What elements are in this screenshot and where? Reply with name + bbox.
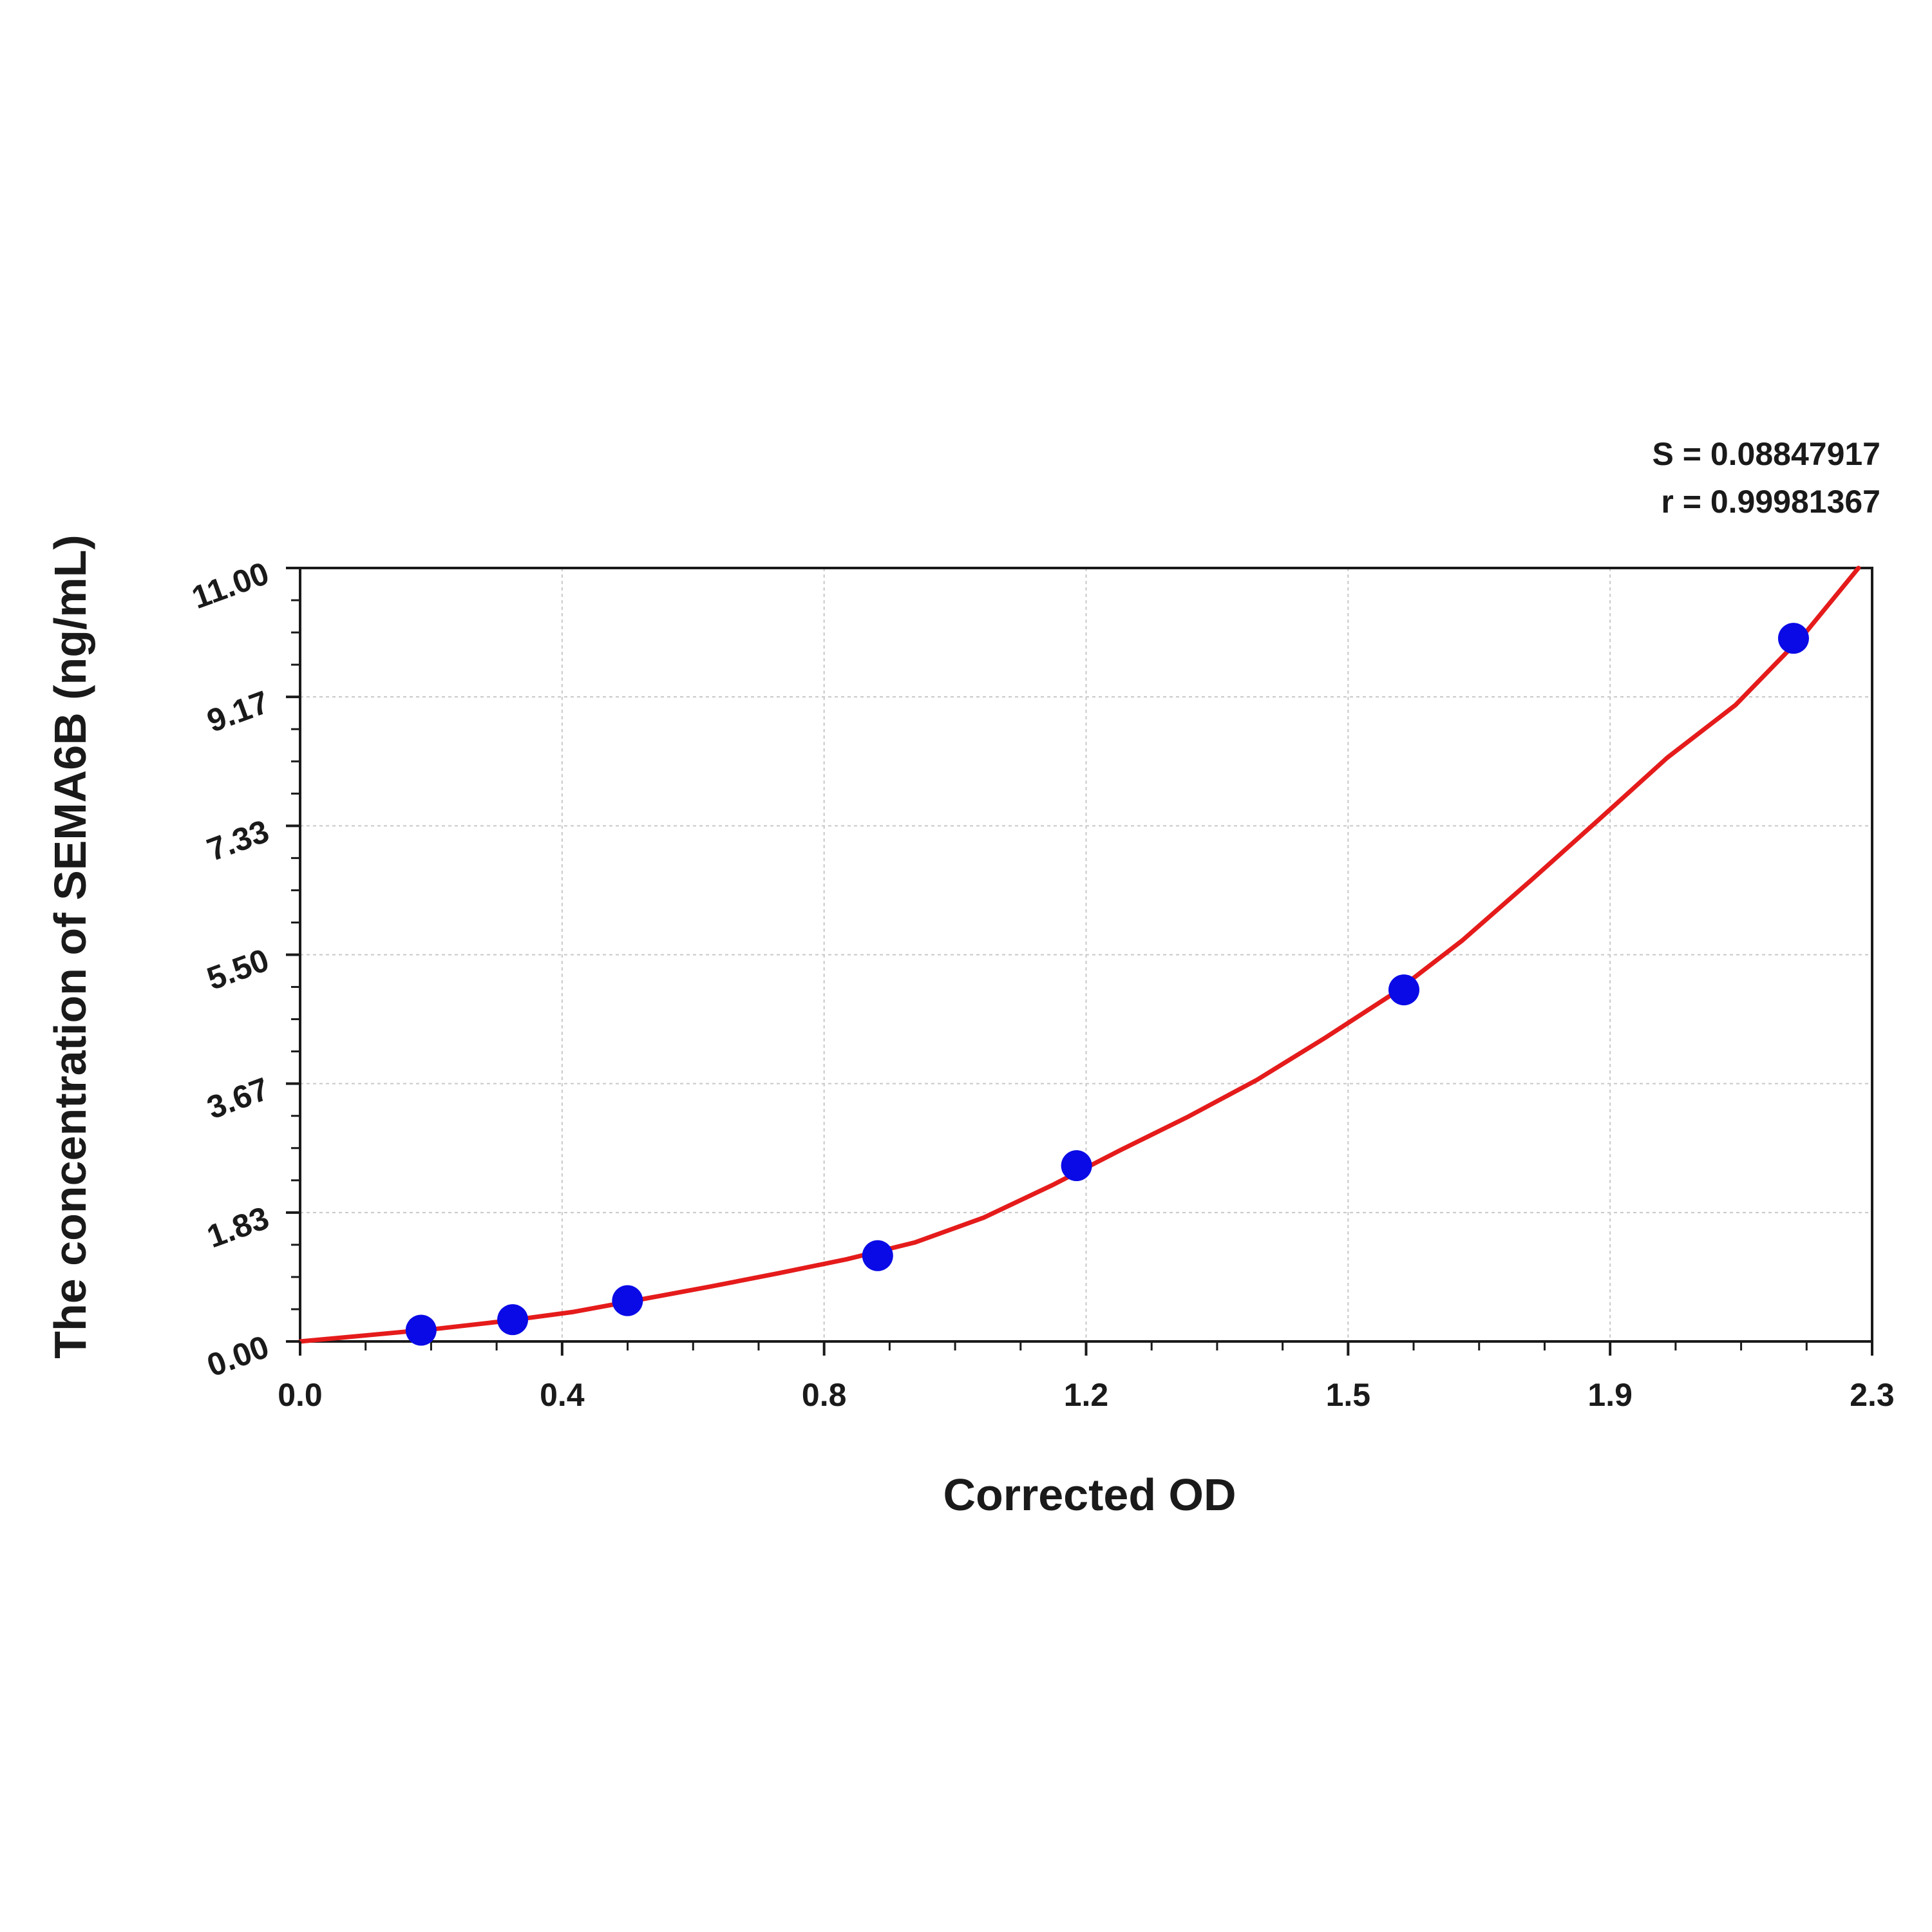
data-point <box>405 1314 437 1346</box>
data-point <box>497 1304 529 1336</box>
data-point <box>1777 623 1809 654</box>
r-value-annotation: r = 0.99981367 <box>1661 484 1880 520</box>
data-point <box>862 1240 893 1271</box>
y-axis-ticks: 0.00 1.83 3.67 5.50 7.33 9.17 11.00 <box>187 555 300 1384</box>
minor-ticks <box>291 599 1808 1350</box>
x-tick-label: 1.9 <box>1587 1377 1633 1413</box>
y-tick-label: 7.33 <box>202 813 274 868</box>
y-axis-title: The concentration of SEMA6B (ng/mL) <box>45 535 95 1358</box>
y-tick-label: 5.50 <box>202 942 274 997</box>
data-point <box>612 1285 643 1316</box>
s-value-annotation: S = 0.08847917 <box>1653 436 1881 472</box>
x-tick-label: 0.8 <box>802 1377 847 1413</box>
x-tick-label: 1.2 <box>1064 1377 1109 1413</box>
grid-lines <box>300 568 1872 1341</box>
x-tick-label: 0.0 <box>278 1377 323 1413</box>
y-tick-label: 9.17 <box>202 684 274 739</box>
y-tick-label: 0.00 <box>202 1329 274 1384</box>
data-point <box>1061 1150 1092 1182</box>
y-tick-label: 1.83 <box>202 1200 274 1255</box>
x-tick-label: 2.3 <box>1850 1377 1895 1413</box>
data-points <box>405 623 1809 1346</box>
x-tick-label: 0.4 <box>540 1377 585 1413</box>
x-axis-title: Corrected OD <box>943 1470 1236 1520</box>
x-tick-label: 1.5 <box>1326 1377 1371 1413</box>
data-point <box>1388 974 1420 1006</box>
x-axis-ticks: 0.0 0.4 0.8 1.2 1.5 1.9 2.3 <box>278 1341 1895 1413</box>
y-tick-label: 3.67 <box>202 1070 274 1126</box>
y-tick-label: 11.00 <box>187 555 274 616</box>
